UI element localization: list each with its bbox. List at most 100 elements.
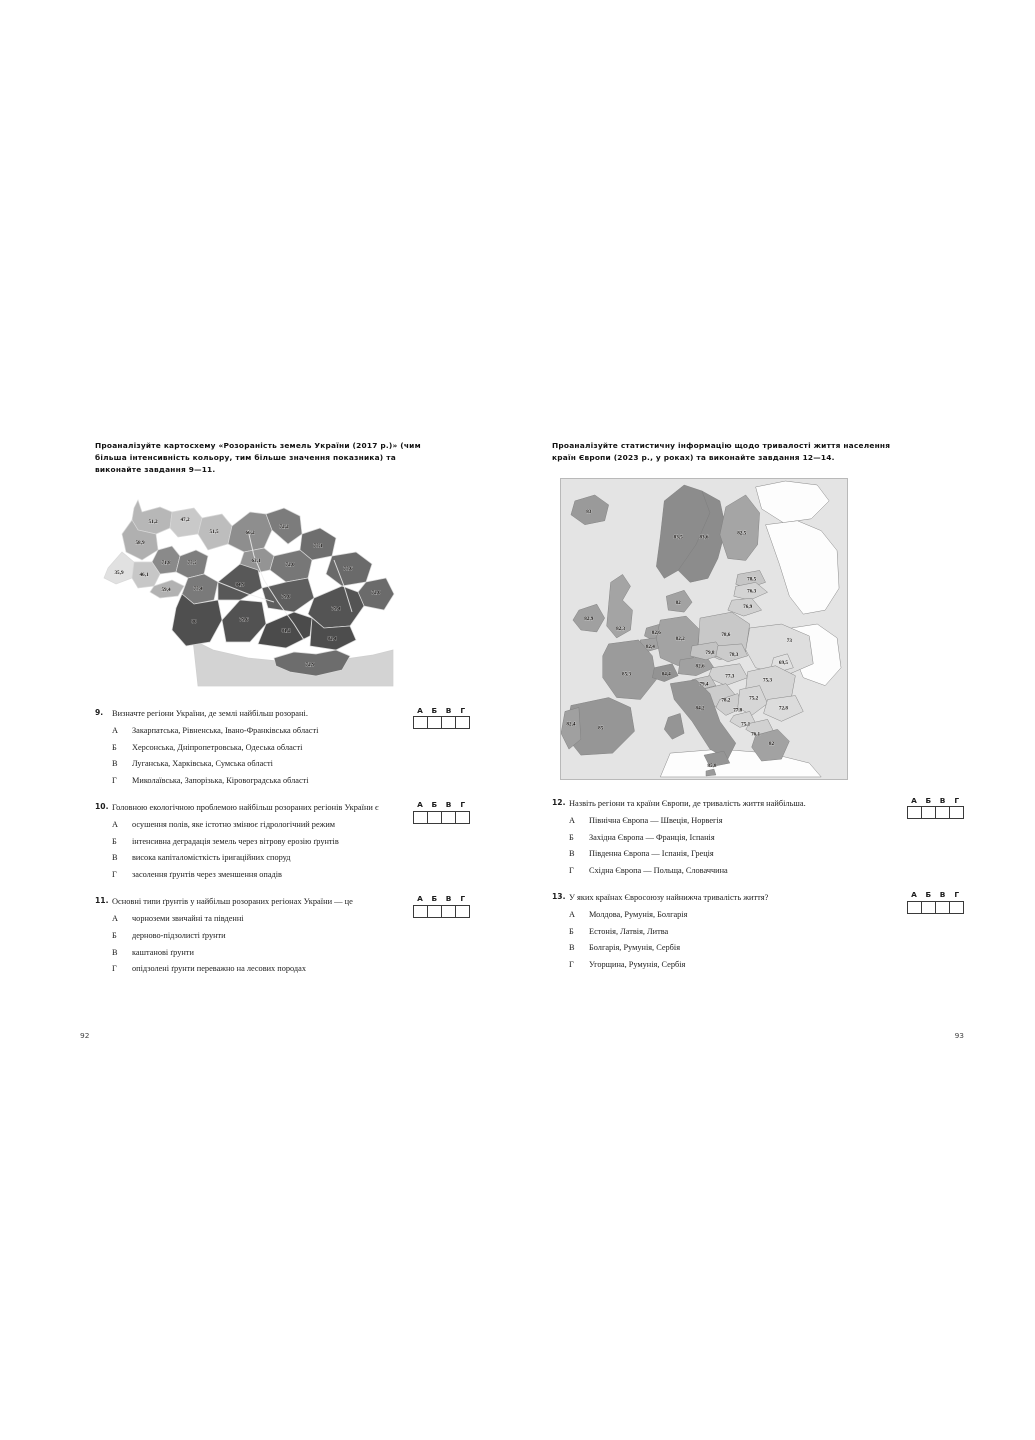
answer-cell-h[interactable] bbox=[456, 906, 469, 917]
option-h[interactable]: Г Миколаївська, Запорізька, Кіровоградсь… bbox=[112, 775, 482, 786]
answer-cell-b[interactable] bbox=[922, 901, 936, 913]
question-number: 13. bbox=[552, 892, 566, 902]
option-letter: В bbox=[112, 947, 118, 957]
option-v[interactable]: В Південна Європа — Іспанія, Греція bbox=[569, 848, 964, 859]
svg-text:72,2: 72,2 bbox=[279, 524, 288, 530]
answer-cell-a[interactable] bbox=[414, 905, 428, 917]
answer-cell-a[interactable] bbox=[908, 901, 922, 913]
svg-text:82,2: 82,2 bbox=[676, 636, 685, 642]
option-text: Угорщина, Румунія, Сербія bbox=[589, 960, 686, 970]
option-text: Миколаївська, Запорізька, Кіровоградська… bbox=[132, 775, 309, 785]
svg-text:75,2: 75,2 bbox=[749, 695, 758, 701]
svg-text:63,1: 63,1 bbox=[251, 558, 260, 564]
svg-text:82,6: 82,6 bbox=[652, 630, 661, 636]
option-v[interactable]: В висока капіталомісткість іригаційних с… bbox=[112, 852, 482, 863]
answer-cell-v[interactable] bbox=[442, 905, 456, 917]
option-v[interactable]: В каштанові ґрунти bbox=[112, 947, 482, 958]
option-letter: Б bbox=[112, 742, 117, 752]
svg-text:79,8: 79,8 bbox=[705, 650, 714, 656]
option-text: опідзолені ґрунти переважно на лесових п… bbox=[132, 964, 306, 974]
answer-cell-h[interactable] bbox=[950, 807, 963, 818]
answer-cell-h[interactable] bbox=[456, 812, 469, 823]
answer-grid-11[interactable]: А Б В Г bbox=[413, 894, 470, 918]
option-letter: А bbox=[569, 815, 575, 825]
right-page: Проаналізуйте статистичну інформацію щод… bbox=[517, 440, 1034, 1040]
page-number-right: 93 bbox=[954, 1031, 964, 1040]
option-v[interactable]: В Болгарія, Румунія, Сербія bbox=[569, 942, 964, 953]
question-number: 12. bbox=[552, 797, 566, 807]
svg-text:72,8: 72,8 bbox=[779, 705, 788, 711]
option-v[interactable]: В Луганська, Харківська, Сумська області bbox=[112, 758, 482, 769]
left-page-intro: Проаналізуйте картосхему «Розораність зе… bbox=[95, 441, 421, 474]
question-9: 9. Визначте регіони України, де землі на… bbox=[95, 706, 482, 786]
svg-text:46,1: 46,1 bbox=[139, 572, 148, 578]
answer-cell-b[interactable] bbox=[428, 811, 442, 823]
option-b[interactable]: Б дерново-підзолисті ґрунти bbox=[112, 930, 482, 941]
option-h[interactable]: Г засолення ґрунтів через зменшення опад… bbox=[112, 869, 482, 880]
question-number: 10. bbox=[95, 802, 109, 812]
svg-text:58,9: 58,9 bbox=[135, 540, 144, 546]
answer-cell-v[interactable] bbox=[936, 901, 950, 913]
right-page-questions: 12. Назвіть регіони та країни Європи, де… bbox=[552, 796, 964, 970]
option-text: Південна Європа — Іспанія, Греція bbox=[589, 849, 714, 859]
option-letter: Г bbox=[112, 775, 117, 785]
option-a[interactable]: А Закарпатська, Рівненська, Івано-Франкі… bbox=[112, 725, 482, 736]
answer-letter-b: Б bbox=[431, 800, 438, 810]
answer-cell-h[interactable] bbox=[456, 717, 469, 728]
answer-letter-b: Б bbox=[431, 894, 438, 904]
answer-letter-b: Б bbox=[431, 705, 438, 715]
left-page: Проаналізуйте картосхему «Розораність зе… bbox=[0, 440, 517, 1040]
answer-cell-a[interactable] bbox=[414, 717, 428, 729]
option-text: осушення полів, яке істотно змінює гідро… bbox=[132, 820, 336, 830]
option-b[interactable]: Б Херсонська, Дніпропетровська, Одеська … bbox=[112, 742, 482, 753]
question-text: Головною екологічною проблемою найбільш … bbox=[112, 803, 379, 813]
option-text: засолення ґрунтів через зменшення опадів bbox=[132, 870, 282, 880]
svg-text:78,2: 78,2 bbox=[721, 697, 730, 703]
answer-cell-b[interactable] bbox=[428, 905, 442, 917]
question-11: 11. Основні типи ґрунтів у найбільш розо… bbox=[95, 894, 482, 974]
svg-text:82,6: 82,6 bbox=[696, 664, 705, 670]
question-13: 13. У яких країнах Євросоюзу найнижча тр… bbox=[552, 890, 964, 970]
page-number-left: 92 bbox=[80, 1031, 90, 1040]
svg-text:77,8: 77,8 bbox=[733, 707, 742, 713]
option-h[interactable]: Г опідзолені ґрунти переважно на лесових… bbox=[112, 963, 482, 974]
svg-text:82,4: 82,4 bbox=[566, 721, 575, 727]
option-a[interactable]: А Молдова, Румунія, Болгарія bbox=[569, 909, 964, 920]
option-text: Східна Європа — Польща, Словаччина bbox=[589, 865, 728, 875]
svg-text:75,1: 75,1 bbox=[741, 721, 750, 727]
answer-cell-v[interactable] bbox=[442, 717, 456, 729]
answer-cell-a[interactable] bbox=[908, 807, 922, 819]
svg-text:69,5: 69,5 bbox=[779, 660, 788, 666]
option-letter: А bbox=[112, 725, 118, 735]
option-b[interactable]: Б Естонія, Латвія, Литва bbox=[569, 926, 964, 937]
option-letter: В bbox=[112, 759, 118, 769]
answer-letter-h: Г bbox=[460, 800, 466, 810]
option-letter: Б bbox=[569, 832, 574, 842]
answer-grid-10[interactable]: А Б В Г bbox=[413, 800, 470, 824]
answer-cell-a[interactable] bbox=[414, 811, 428, 823]
svg-text:82,4: 82,4 bbox=[327, 636, 336, 642]
answer-grid-13[interactable]: А Б В Г bbox=[907, 890, 964, 914]
svg-text:82,3: 82,3 bbox=[616, 626, 625, 632]
answer-grid-12[interactable]: А Б В Г bbox=[907, 796, 964, 820]
option-b[interactable]: Б Західна Європа — Франція, Іспанія bbox=[569, 832, 964, 843]
answer-cell-h[interactable] bbox=[950, 902, 963, 913]
answer-grid-9[interactable]: А Б В Г bbox=[413, 706, 470, 730]
answer-cell-b[interactable] bbox=[428, 717, 442, 729]
question-number: 11. bbox=[95, 896, 109, 906]
option-h[interactable]: Г Угорщина, Румунія, Сербія bbox=[569, 959, 964, 970]
svg-text:72,0: 72,0 bbox=[371, 590, 380, 596]
option-a[interactable]: А осушення полів, яке істотно змінює гід… bbox=[112, 819, 482, 830]
answer-cell-v[interactable] bbox=[442, 811, 456, 823]
svg-text:77,4: 77,4 bbox=[193, 586, 202, 592]
svg-text:79,4: 79,4 bbox=[699, 682, 708, 688]
option-a[interactable]: А чорноземи звичайні та південні bbox=[112, 913, 482, 924]
option-letter: Б bbox=[112, 836, 117, 846]
option-a[interactable]: А Північна Європа — Швеція, Норвегія bbox=[569, 815, 964, 826]
answer-cell-b[interactable] bbox=[922, 807, 936, 819]
answer-cell-v[interactable] bbox=[936, 807, 950, 819]
option-b[interactable]: Б інтенсивна деградація земель через віт… bbox=[112, 836, 482, 847]
option-h[interactable]: Г Східна Європа — Польща, Словаччина bbox=[569, 865, 964, 876]
answer-letter-v: В bbox=[939, 890, 946, 900]
svg-text:35,9: 35,9 bbox=[114, 570, 123, 576]
